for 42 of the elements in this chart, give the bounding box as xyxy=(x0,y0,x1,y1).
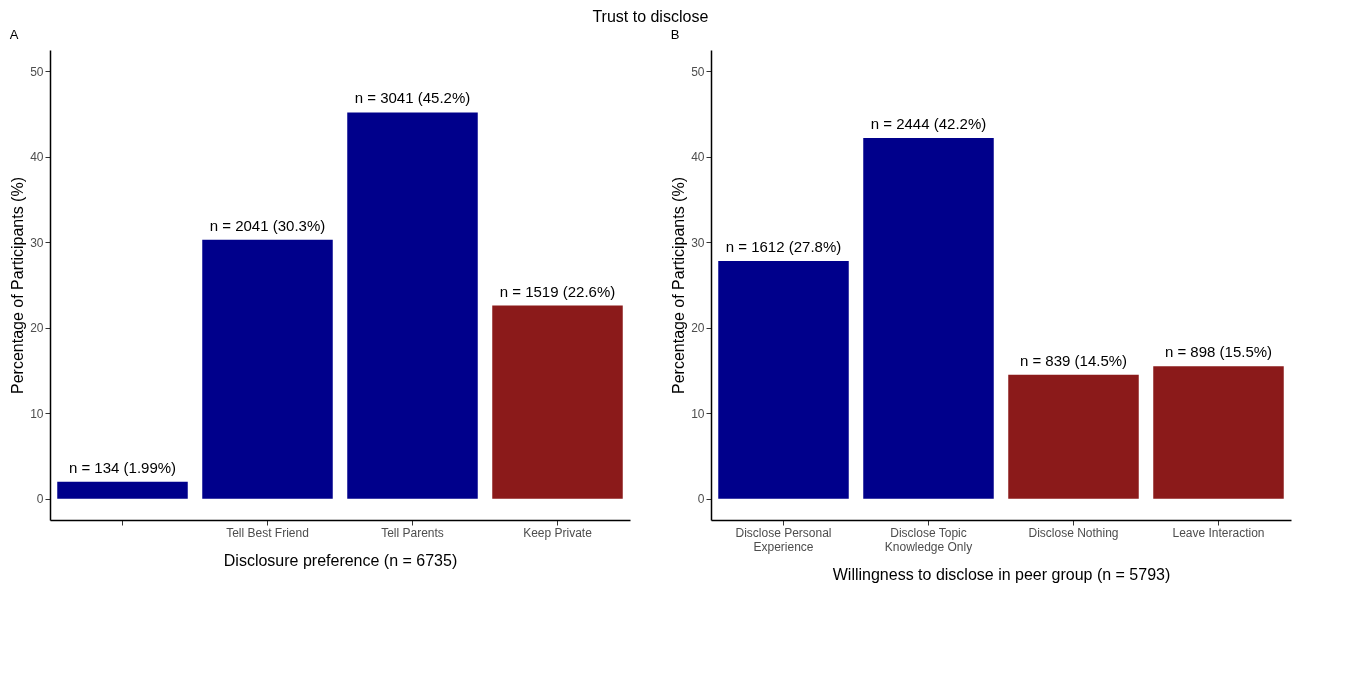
x-tick-label: Tell Best Friend xyxy=(226,525,309,540)
data-label: n = 898 (15.5%) xyxy=(1164,343,1273,361)
y-tick-label: 50 xyxy=(30,64,44,79)
y-tick-label: 30 xyxy=(30,235,44,250)
data-label: n = 134 (1.99%) xyxy=(68,458,177,476)
y-tick-label: 50 xyxy=(691,64,705,79)
x-tick-label: Keep Private xyxy=(523,525,593,540)
y-axis-title: Percentage of Participants (%) xyxy=(9,177,27,394)
bar xyxy=(863,138,994,499)
x-axis-title: Disclosure preference (n = 6735) xyxy=(223,551,458,569)
x-tick-label: Leave Interaction xyxy=(1172,525,1265,540)
bar xyxy=(57,481,188,499)
y-axis-title: Percentage of Participants (%) xyxy=(670,177,688,394)
y-tick-label: 0 xyxy=(697,492,705,507)
data-label: n = 839 (14.5%) xyxy=(1019,351,1128,369)
y-tick-label: 10 xyxy=(691,406,705,421)
y-tick-label: 20 xyxy=(30,321,44,336)
bar xyxy=(718,261,849,499)
y-tick-label: 30 xyxy=(691,235,705,250)
y-tick-label: 40 xyxy=(691,150,705,165)
data-label: n = 1519 (22.6%) xyxy=(499,282,616,300)
bar xyxy=(1153,366,1284,499)
y-tick-label: 40 xyxy=(30,150,44,165)
chart-subtitle: A xyxy=(9,27,19,42)
y-tick-label: 0 xyxy=(36,492,44,507)
bar xyxy=(1008,374,1139,499)
x-tick-label: Disclose Personal Experience xyxy=(735,525,832,554)
x-axis-title: Willingness to disclose in peer group (n = 5793) xyxy=(832,565,1171,583)
data-label: n = 2444 (42.2%) xyxy=(870,115,987,133)
bar xyxy=(492,305,623,499)
data-label: n = 1612 (27.8%) xyxy=(725,238,842,256)
bar xyxy=(347,112,478,499)
data-label: n = 2041 (30.3%) xyxy=(209,216,326,234)
x-tick-label: Disclose Topic Knowledge Only xyxy=(884,525,973,554)
y-tick-label: 10 xyxy=(30,406,44,421)
x-tick-label: Tell Parents xyxy=(381,525,444,540)
x-tick-label: Disclose Nothing xyxy=(1028,525,1119,540)
chart-title: Trust to disclose xyxy=(592,8,709,25)
bar xyxy=(202,239,333,499)
chart-subtitle: B xyxy=(670,27,680,42)
data-label: n = 3041 (45.2%) xyxy=(354,89,471,107)
y-tick-label: 20 xyxy=(691,321,705,336)
